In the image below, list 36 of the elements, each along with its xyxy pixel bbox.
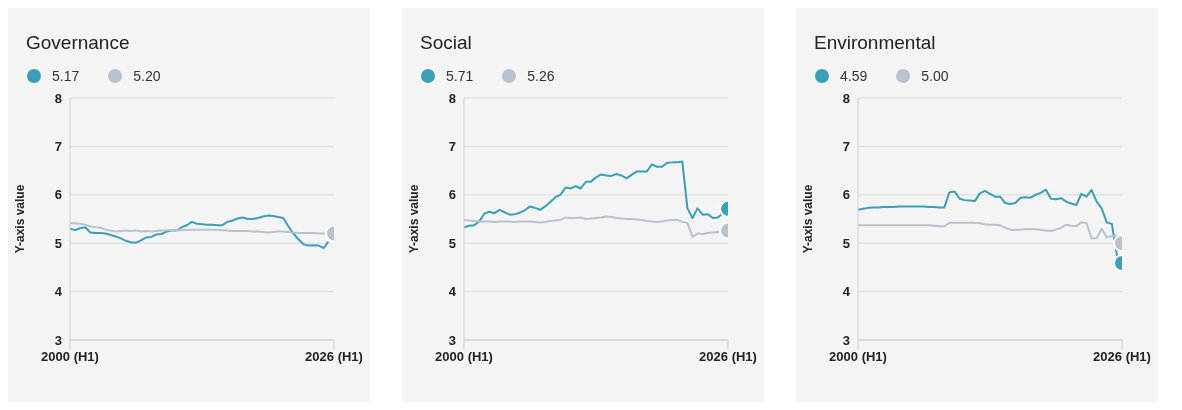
y-tick-label: 3 <box>842 332 850 348</box>
y-tick-label: 4 <box>448 284 457 300</box>
y-tick-label: 6 <box>448 187 456 203</box>
y-tick-label: 3 <box>54 332 62 348</box>
chart-title: Social <box>419 31 473 54</box>
y-tick-label: 6 <box>842 187 850 203</box>
legend-label: 4.59 <box>840 68 868 84</box>
x-tick-label: 2000 (H1) <box>41 349 99 365</box>
y-tick-label: 5 <box>842 235 850 251</box>
y-tick-label: 4 <box>842 284 851 300</box>
x-tick-label: 2026 (H1) <box>1093 349 1151 365</box>
y-tick-label: 6 <box>54 187 62 203</box>
x-tick-label: 2000 (H1) <box>829 349 887 365</box>
y-axis-title: Y-axis value <box>13 184 28 254</box>
legend-label: 5.20 <box>133 68 161 84</box>
y-axis-title: Y-axis value <box>407 184 422 254</box>
y-tick-label: 4 <box>54 284 63 300</box>
x-tick-label: 2026 (H1) <box>699 349 757 365</box>
y-tick-label: 7 <box>54 139 62 155</box>
y-tick-label: 8 <box>448 90 456 106</box>
legend-label: 5.00 <box>921 68 949 84</box>
chart-title: Governance <box>25 31 131 54</box>
y-tick-label: 8 <box>54 90 62 106</box>
y-tick-label: 7 <box>842 139 850 155</box>
y-tick-label: 7 <box>448 139 456 155</box>
y-tick-label: 5 <box>448 235 456 251</box>
legend-label: 5.71 <box>446 68 474 84</box>
y-tick-label: 8 <box>842 90 850 106</box>
y-axis-title: Y-axis value <box>801 184 816 254</box>
y-tick-label: 5 <box>54 235 62 251</box>
x-tick-label: 2026 (H1) <box>305 349 363 365</box>
legend-label: 5.26 <box>527 68 555 84</box>
x-tick-label: 2000 (H1) <box>435 349 493 365</box>
y-tick-label: 3 <box>448 332 456 348</box>
chart-title: Environmental <box>813 31 937 54</box>
legend-label: 5.17 <box>52 68 80 84</box>
